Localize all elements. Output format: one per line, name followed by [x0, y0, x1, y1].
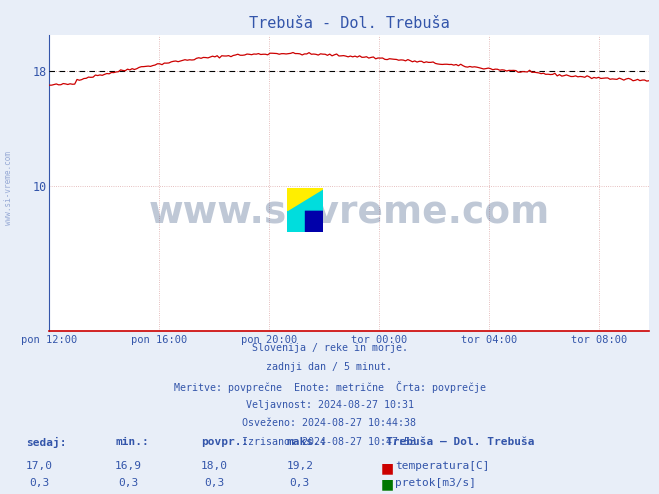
- Text: 0,3: 0,3: [30, 478, 49, 488]
- Text: 16,9: 16,9: [115, 461, 142, 471]
- Text: zadnji dan / 5 minut.: zadnji dan / 5 minut.: [266, 362, 393, 372]
- Polygon shape: [287, 188, 304, 210]
- Text: povpr.:: povpr.:: [201, 437, 248, 447]
- Text: sedaj:: sedaj:: [26, 437, 67, 448]
- Text: 0,3: 0,3: [290, 478, 310, 488]
- Text: min.:: min.:: [115, 437, 149, 447]
- Text: 18,0: 18,0: [201, 461, 227, 471]
- Title: Trebuša - Dol. Trebuša: Trebuša - Dol. Trebuša: [249, 16, 449, 31]
- Text: 0,3: 0,3: [204, 478, 224, 488]
- Text: pretok[m3/s]: pretok[m3/s]: [395, 478, 476, 488]
- Text: Izrisano: 2024-08-27 10:47:53: Izrisano: 2024-08-27 10:47:53: [243, 437, 416, 447]
- Text: 17,0: 17,0: [26, 461, 53, 471]
- Text: ■: ■: [381, 461, 394, 475]
- Text: ■: ■: [381, 478, 394, 492]
- Text: 19,2: 19,2: [287, 461, 313, 471]
- Polygon shape: [304, 210, 323, 232]
- Text: www.si-vreme.com: www.si-vreme.com: [149, 195, 550, 230]
- Polygon shape: [287, 210, 304, 232]
- Text: www.si-vreme.com: www.si-vreme.com: [4, 151, 13, 225]
- Text: maks.:: maks.:: [287, 437, 327, 447]
- Text: temperatura[C]: temperatura[C]: [395, 461, 490, 471]
- Text: Trebuša – Dol. Trebuša: Trebuša – Dol. Trebuša: [386, 437, 534, 447]
- Polygon shape: [287, 188, 323, 210]
- Polygon shape: [304, 188, 323, 210]
- Text: 0,3: 0,3: [119, 478, 138, 488]
- Text: Osveženo: 2024-08-27 10:44:38: Osveženo: 2024-08-27 10:44:38: [243, 418, 416, 428]
- Polygon shape: [287, 188, 323, 210]
- Text: Veljavnost: 2024-08-27 10:31: Veljavnost: 2024-08-27 10:31: [246, 400, 413, 410]
- Text: Slovenija / reke in morje.: Slovenija / reke in morje.: [252, 343, 407, 353]
- Text: Meritve: povprečne  Enote: metrične  Črta: povprečje: Meritve: povprečne Enote: metrične Črta:…: [173, 381, 486, 393]
